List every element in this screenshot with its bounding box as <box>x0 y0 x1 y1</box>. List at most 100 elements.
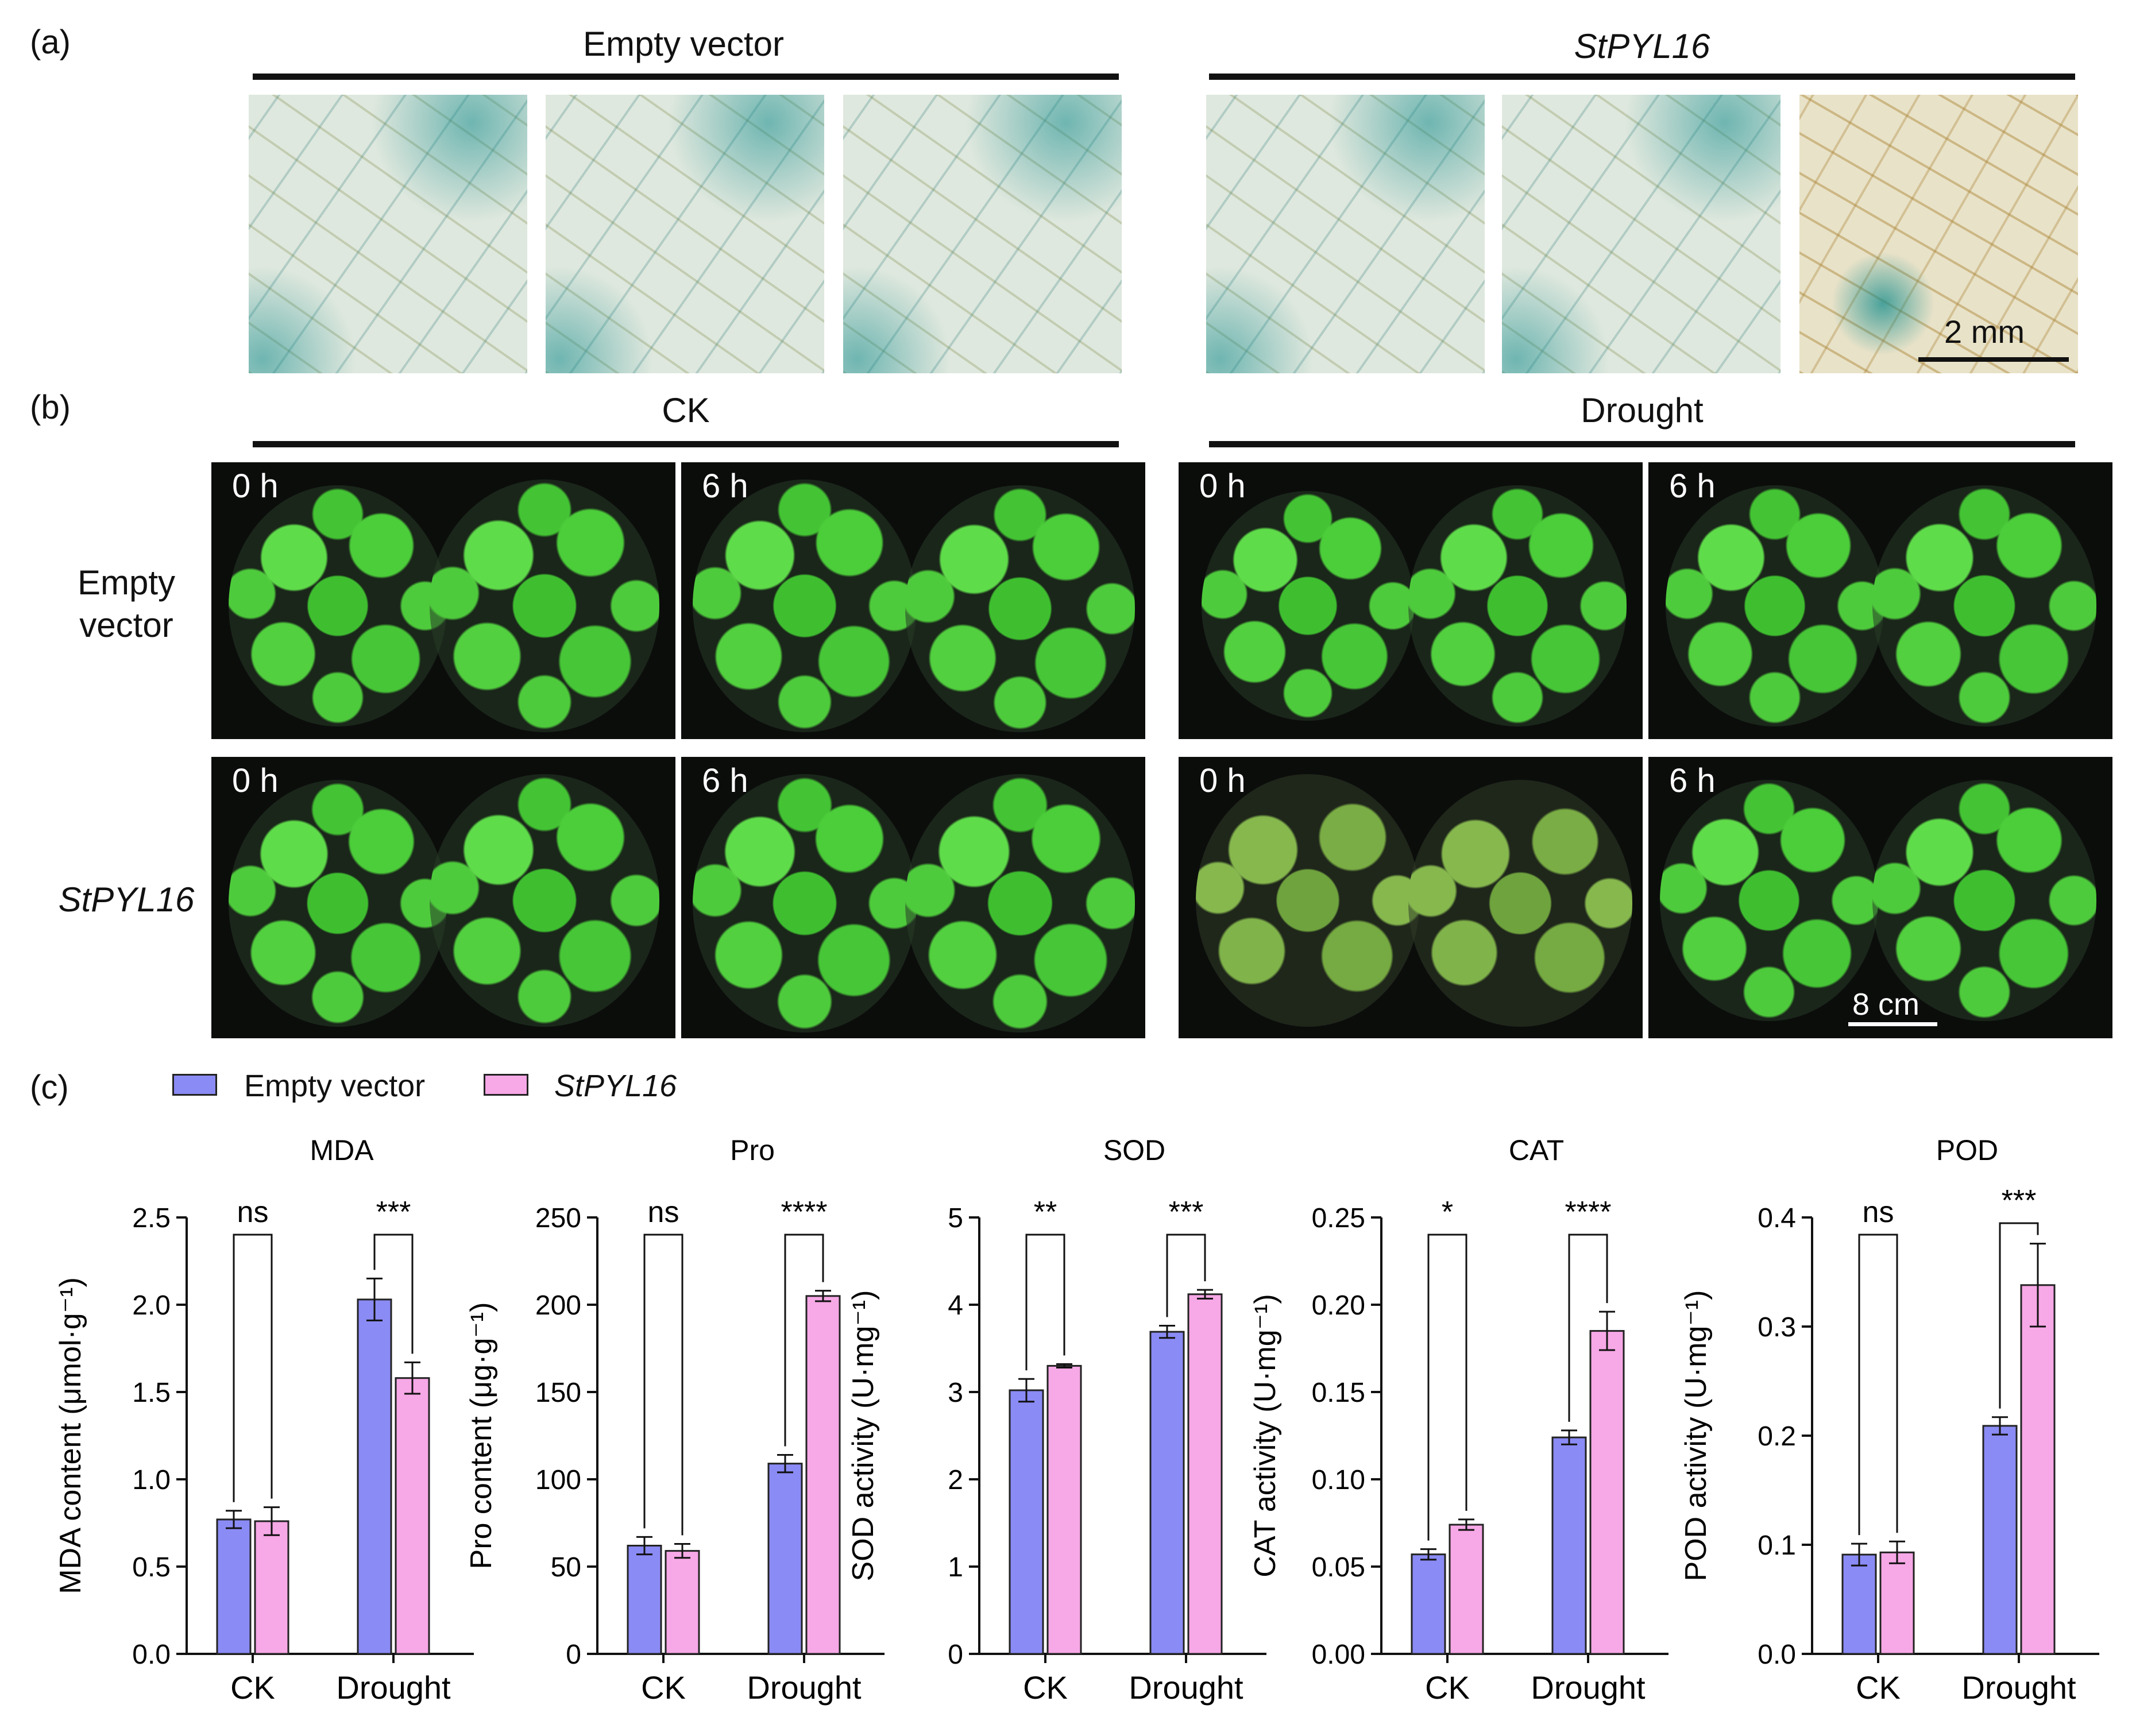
scale-bar-2mm-text: 2 mm <box>1944 314 2025 350</box>
scale-bar-2mm <box>1918 357 2069 362</box>
x-tick-label: CK <box>641 1669 686 1706</box>
legend-label-empty-vector: Empty vector <box>244 1069 426 1103</box>
x-tick-label: CK <box>1425 1669 1470 1706</box>
y-tick-label: 0.25 <box>1312 1203 1365 1234</box>
time-label: 6 h <box>702 467 748 505</box>
x-tick-label: CK <box>1856 1669 1901 1706</box>
y-tick-label: 150 <box>535 1378 581 1408</box>
x-tick-label: Drought <box>336 1669 451 1706</box>
row-label-empty-vector: Empty vector <box>55 562 198 647</box>
leaf-image-pyl-3 <box>1799 95 2078 373</box>
y-tick-label: 0.05 <box>1312 1552 1365 1583</box>
y-tick-label: 200 <box>535 1290 581 1321</box>
y-tick-label: 1.0 <box>132 1465 171 1495</box>
bar <box>357 1298 392 1655</box>
y-tick-label: 5 <box>948 1203 963 1234</box>
bar <box>1187 1293 1223 1655</box>
y-tick-label: 50 <box>551 1552 581 1583</box>
significance-label: *** <box>1169 1196 1204 1229</box>
significance-bracket <box>1999 1222 2039 1409</box>
y-tick-label: 0.0 <box>1758 1640 1796 1670</box>
significance-label: *** <box>2002 1184 2037 1217</box>
plant-photo-ck-ev-0h: 0 h <box>211 462 675 739</box>
legend-label-stpyl16: StPYL16 <box>554 1069 677 1103</box>
x-tick-label: Drought <box>1531 1669 1646 1706</box>
x-tick-label: CK <box>230 1669 275 1706</box>
bar <box>1551 1436 1587 1655</box>
plant-photo-dr-ev-0h: 0 h <box>1179 462 1643 739</box>
x-tick-label: Drought <box>1129 1669 1243 1706</box>
y-tick-label: 0.00 <box>1312 1640 1365 1670</box>
y-tick-label: 0.20 <box>1312 1290 1365 1321</box>
leaf-image-pyl-2 <box>1502 95 1780 373</box>
charts-svg: MDA MDA content (μmol·g⁻¹) 0.0 0.5 1.0 1.5 2.0… <box>54 1134 2099 1706</box>
y-tick-label: 0 <box>566 1640 581 1670</box>
significance-bracket <box>643 1234 683 1536</box>
y-tick-label: 0.5 <box>132 1552 171 1583</box>
leaf-image-ev-2 <box>546 95 824 373</box>
plant-photo-ck-pyl-0h: 0 h <box>211 757 675 1038</box>
significance-bracket <box>1568 1234 1608 1422</box>
bar <box>254 1520 289 1655</box>
plant-photo-ck-ev-6h: 6 h <box>681 462 1145 739</box>
panel-b-group-left: CK <box>662 391 710 430</box>
chart-title: Pro <box>730 1134 775 1166</box>
y-tick-label: 0.15 <box>1312 1378 1365 1408</box>
panel-b-line-left <box>253 441 1119 447</box>
time-label: 6 h <box>1669 762 1716 799</box>
bar <box>805 1295 841 1655</box>
plant-photo-dr-pyl-0h: 0 h <box>1179 757 1643 1038</box>
significance-label: ns <box>1863 1196 1894 1229</box>
bar <box>1589 1330 1625 1655</box>
panel-b-line-right <box>1209 441 2075 447</box>
time-label: 0 h <box>232 762 279 799</box>
bar <box>767 1463 803 1655</box>
y-axis-label: Pro content (μg·g⁻¹) <box>465 1302 498 1569</box>
significance-bracket <box>1025 1234 1065 1371</box>
y-tick-label: 0.4 <box>1758 1203 1796 1234</box>
y-tick-label: 4 <box>948 1290 963 1321</box>
significance-label: **** <box>1565 1196 1612 1229</box>
y-tick-label: 1 <box>948 1552 963 1583</box>
bar <box>1449 1524 1484 1655</box>
significance-label: **** <box>781 1196 828 1229</box>
bar <box>395 1377 430 1655</box>
bar <box>1982 1425 2018 1655</box>
significance-bracket <box>373 1234 414 1354</box>
leaf-image-ev-1 <box>249 95 527 373</box>
y-tick-label: 0.10 <box>1312 1465 1365 1495</box>
bar <box>627 1545 662 1655</box>
y-axis-label: SOD activity (U·mg⁻¹) <box>847 1290 880 1582</box>
y-tick-label: 0.1 <box>1758 1530 1796 1561</box>
chart-title: CAT <box>1509 1134 1564 1166</box>
bar-charts: MDA MDA content (μmol·g⁻¹) 0.0 0.5 1.0 1.5 2.0… <box>0 1108 2132 1733</box>
y-tick-label: 1.5 <box>132 1378 171 1408</box>
scale-bar-8cm <box>1848 1022 1937 1026</box>
panel-a-group-right: StPYL16 <box>1574 27 1710 65</box>
bar <box>1411 1553 1446 1655</box>
x-tick-label: CK <box>1023 1669 1068 1706</box>
chart-title: POD <box>1936 1134 1998 1166</box>
time-label: 0 h <box>1199 762 1246 799</box>
bar <box>1149 1331 1185 1655</box>
bar <box>1841 1553 1877 1655</box>
significance-bracket <box>1166 1234 1206 1317</box>
panel-b-label: (b) <box>30 389 71 426</box>
significance-bracket <box>1427 1234 1467 1541</box>
leaf-image-pyl-1 <box>1206 95 1485 373</box>
row-label-empty-vector-text: Empty vector <box>77 563 176 644</box>
bar <box>2020 1284 2056 1655</box>
bar <box>1009 1389 1044 1655</box>
y-tick-label: 2 <box>948 1465 963 1495</box>
y-axis-label: CAT activity (U·mg⁻¹) <box>1249 1294 1282 1578</box>
plant-photo-dr-pyl-6h: 6 h 8 cm <box>1648 757 2112 1038</box>
chart-title: SOD <box>1103 1134 1165 1166</box>
panel-a-label: (a) <box>30 24 71 61</box>
plant-photo-ck-pyl-6h: 6 h <box>681 757 1145 1038</box>
y-tick-label: 0.2 <box>1758 1421 1796 1452</box>
time-label: 6 h <box>1669 467 1716 505</box>
chart-title: MDA <box>310 1134 374 1166</box>
row-label-stpyl16: StPYL16 <box>58 880 195 919</box>
bar <box>665 1550 700 1655</box>
bar <box>216 1518 252 1655</box>
